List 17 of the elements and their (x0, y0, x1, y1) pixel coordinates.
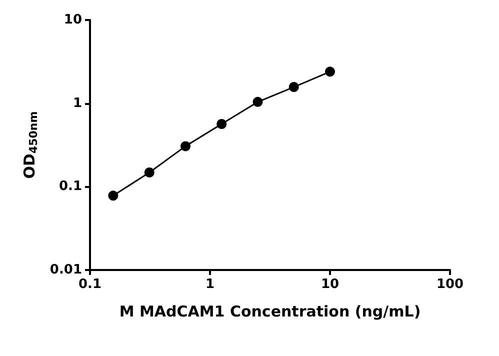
point (180, 141, 191, 152)
point (108, 190, 118, 201)
x-tick-label: 100 (436, 277, 464, 292)
point (144, 167, 154, 178)
x-axis-title: M MAdCAM1 Concentration (ng/mL) (119, 302, 421, 320)
x-tick-label: 0.1 (78, 277, 102, 292)
y-tick-label: 0.1 (58, 179, 82, 194)
point (325, 66, 335, 77)
point (252, 96, 263, 107)
x-tick-label: 1 (205, 277, 215, 292)
y-tick-label: 1 (72, 96, 82, 111)
x-tick-label: 10 (320, 277, 340, 292)
y-axis-title: OD450nm (20, 111, 40, 179)
y-tick-label: 10 (64, 12, 82, 28)
point (288, 82, 299, 92)
point (216, 119, 227, 129)
y-tick-label: 0.01 (50, 262, 82, 278)
